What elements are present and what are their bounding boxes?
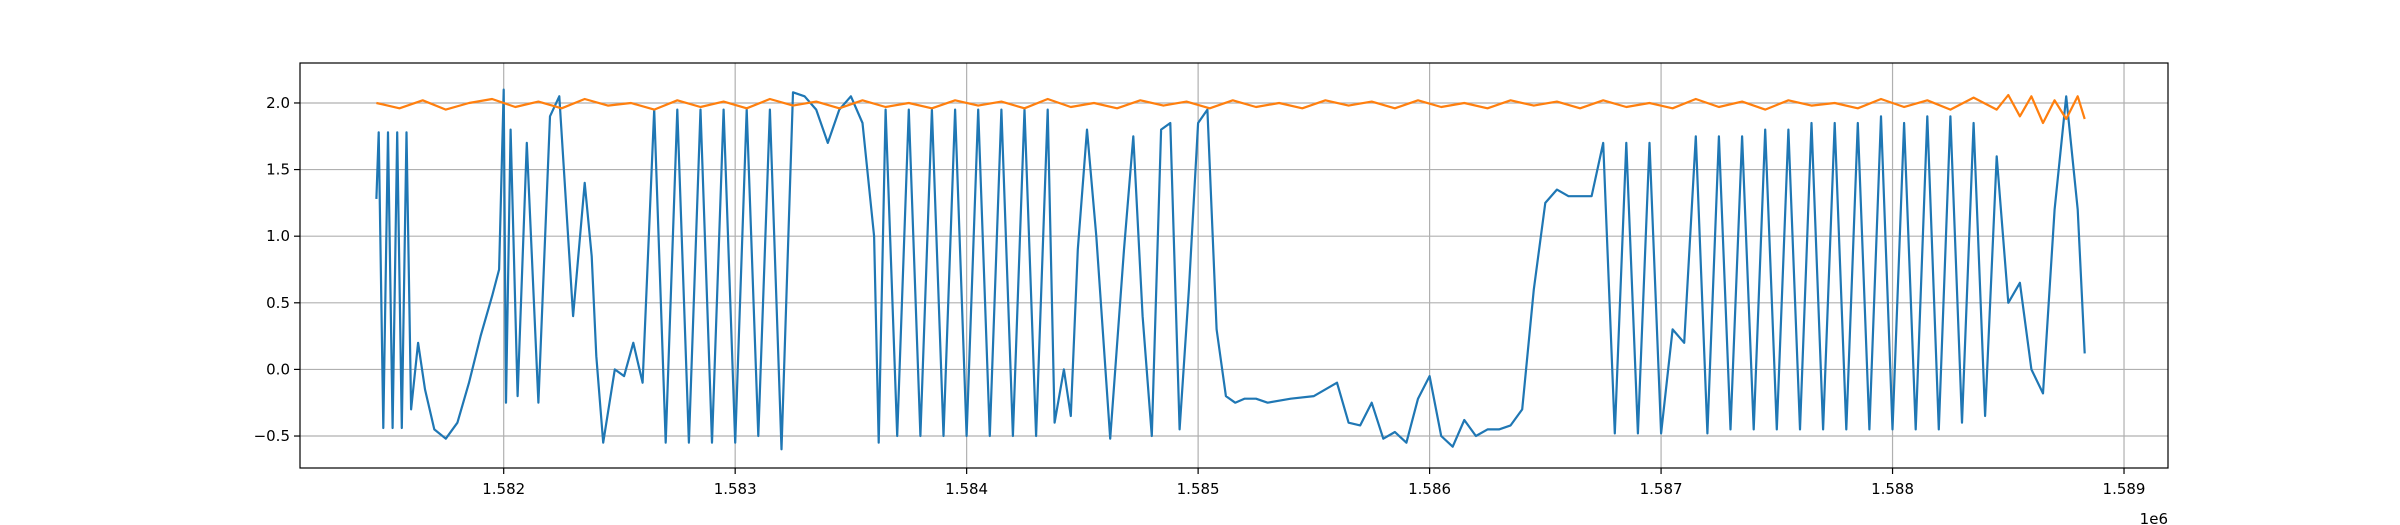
y-tick-label: 1.5 [266,161,290,179]
x-tick-label: 1.588 [1871,480,1914,498]
x-tick-label: 1.589 [2103,480,2146,498]
series-line-orange [376,93,2086,125]
x-offset-label: 1e6 [2140,510,2168,525]
x-tick-label: 1.586 [1408,480,1451,498]
y-tick-label: 1.0 [266,227,290,245]
series-line-blue [375,88,2086,451]
grid-y-group [300,102,2168,437]
y-tick-label: −0.5 [254,427,290,445]
y-ticks-group: −0.5 0.0 0.5 1.0 1.5 2.0 [254,94,300,445]
y-tick-label: 0.5 [266,294,290,312]
x-tick-label: 1.582 [482,480,525,498]
y-tick-label: 0.0 [266,360,290,378]
plot-frame [299,62,2169,469]
x-tick-label: 1.584 [945,480,988,498]
x-tick-label: 1.587 [1640,480,1683,498]
x-ticks-group: 1.582 1.583 1.584 1.585 1.586 1.587 1.588 1.589 [482,468,2145,498]
x-tick-label: 1.583 [714,480,757,498]
y-tick-label: 2.0 [266,94,290,112]
x-tick-label: 1.585 [1177,480,1220,498]
series-group [375,88,2086,451]
